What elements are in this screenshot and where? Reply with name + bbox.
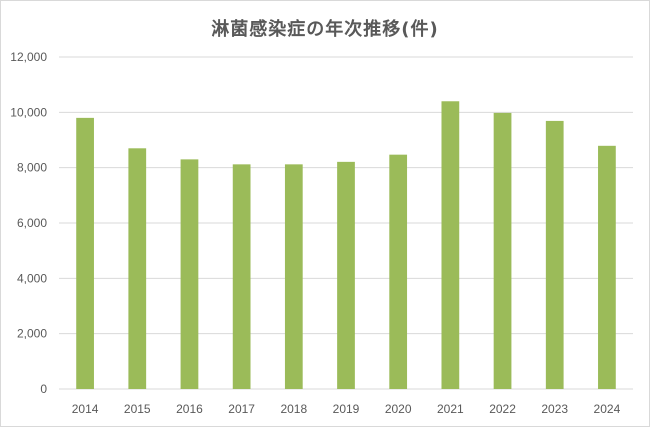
bar-2023 <box>545 120 564 389</box>
x-tick-label: 2022 <box>489 402 516 416</box>
x-tick-label: 2014 <box>72 402 99 416</box>
bar-2020 <box>389 154 408 389</box>
x-tick-label: 2024 <box>594 402 621 416</box>
x-axis-ticks: 2014 2015 2016 2017 2018 2019 2020 2021 2022 2023… <box>72 402 621 416</box>
x-tick-label: 2021 <box>437 402 464 416</box>
y-tick-label: 8,000 <box>17 161 47 175</box>
bar-2019 <box>337 161 355 389</box>
y-tick-label: 12,000 <box>10 50 47 64</box>
y-tick-label: 4,000 <box>17 271 47 285</box>
x-tick-label: 2018 <box>280 402 307 416</box>
chart-title: 淋菌感染症の年次推移(件) <box>211 19 439 40</box>
x-tick-label: 2019 <box>333 402 360 416</box>
bars <box>76 101 616 390</box>
bar-2015 <box>128 148 147 389</box>
y-tick-label: 2,000 <box>17 327 47 341</box>
x-tick-label: 2017 <box>228 402 255 416</box>
y-tick-label: 0 <box>40 382 47 396</box>
bar-2024 <box>598 145 616 389</box>
bar-2021 <box>441 101 460 390</box>
bar-2022 <box>493 112 512 390</box>
y-tick-label: 10,000 <box>10 105 47 119</box>
y-tick-label: 6,000 <box>17 216 47 230</box>
x-tick-label: 2020 <box>385 402 412 416</box>
bar-2016 <box>180 159 199 389</box>
x-tick-label: 2023 <box>541 402 568 416</box>
bar-2017 <box>232 164 251 389</box>
bar-2018 <box>284 164 303 389</box>
y-axis-ticks: 0 2,000 4,000 6,000 8,000 10,000 12,000 <box>10 50 47 396</box>
x-tick-label: 2016 <box>176 402 203 416</box>
bar-2014 <box>76 117 94 389</box>
x-tick-label: 2015 <box>124 402 151 416</box>
